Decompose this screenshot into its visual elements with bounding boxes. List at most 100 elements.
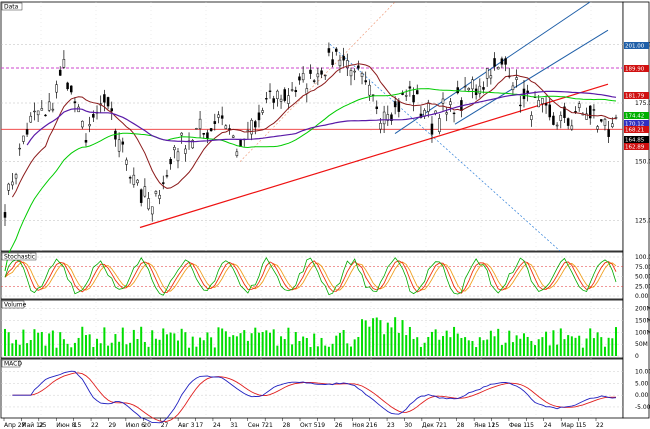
candle-body xyxy=(44,114,47,117)
candle-body xyxy=(261,110,264,113)
candle-body xyxy=(309,69,312,74)
candle-body xyxy=(441,98,445,104)
trendline xyxy=(139,83,609,229)
volume-bar xyxy=(419,346,422,356)
candle-body xyxy=(611,123,614,128)
volume-bar xyxy=(114,334,117,356)
candle-body xyxy=(353,70,356,73)
volume-bar xyxy=(434,329,437,356)
volume-bar xyxy=(511,342,514,356)
volume-bar xyxy=(136,338,139,356)
volume-bar xyxy=(48,333,51,356)
candle-body xyxy=(73,101,77,104)
volume-bar xyxy=(445,330,448,356)
volume-bar xyxy=(302,336,305,356)
candle-body xyxy=(103,94,106,103)
x-tick-label: 15 xyxy=(74,422,82,429)
candle-body xyxy=(287,95,290,104)
price-panel-title: Data xyxy=(4,4,19,11)
volume-bar xyxy=(372,318,375,356)
volume-bar xyxy=(361,319,364,356)
volume-bar xyxy=(331,343,334,356)
volume-bar xyxy=(578,335,581,356)
volume-bar xyxy=(364,320,367,356)
volume-bar xyxy=(107,345,110,356)
x-tick-label: 17 xyxy=(196,422,204,429)
candle-body xyxy=(312,80,316,82)
volume-bar xyxy=(375,317,378,356)
candle-body xyxy=(386,114,390,121)
candle-body xyxy=(364,80,367,83)
x-tick-label: Июл 6 xyxy=(126,422,145,429)
candle-body xyxy=(563,106,566,118)
candle-body xyxy=(51,108,55,111)
candle-body xyxy=(478,85,482,94)
volume-bar xyxy=(430,331,433,356)
volume-bar xyxy=(180,328,183,356)
candle-body xyxy=(272,98,275,103)
volume-bar xyxy=(184,332,187,356)
volume-bar xyxy=(515,335,518,356)
candle-body xyxy=(294,90,298,93)
x-tick-label: 22 xyxy=(91,422,99,429)
stochastic-k-line xyxy=(4,257,617,296)
volume-bar xyxy=(438,339,441,356)
candle-body xyxy=(449,101,452,105)
volume-bar xyxy=(269,332,272,356)
volume-bar xyxy=(390,327,393,356)
volume-bar xyxy=(110,342,113,356)
candle-body xyxy=(29,115,33,123)
price-badge-2 xyxy=(624,92,649,99)
volume-bar xyxy=(357,336,360,356)
candle-body xyxy=(84,139,88,143)
price-badge-5 xyxy=(624,126,649,133)
volume-bar xyxy=(313,333,316,356)
volume-bar xyxy=(103,327,106,356)
volume-bar xyxy=(305,337,308,356)
volume-bar xyxy=(66,343,69,356)
candle-body xyxy=(239,139,242,147)
moving-average-medium-line xyxy=(4,88,617,272)
candle-body xyxy=(485,68,489,79)
volume-bar xyxy=(320,337,323,356)
candle-body xyxy=(566,118,570,126)
candle-body xyxy=(40,108,44,111)
volume-bar xyxy=(239,333,242,356)
macd-signal-line xyxy=(12,372,616,422)
x-tick-label: Апр 27 xyxy=(4,422,26,429)
x-tick-label: 28 xyxy=(283,422,291,429)
candle-body xyxy=(3,212,7,218)
volume-bar xyxy=(471,341,474,356)
x-tick-label: 27 xyxy=(161,422,169,429)
price-badge-1 xyxy=(624,65,649,72)
volume-bar xyxy=(176,340,179,356)
candle-body xyxy=(66,82,69,90)
volume-bar xyxy=(92,346,95,356)
lower-channel-dotted xyxy=(329,44,561,252)
candle-body xyxy=(349,70,353,77)
x-tick-label: Май 12 xyxy=(21,422,43,429)
candle-body xyxy=(526,90,529,94)
macd-tick-label: 5.00 xyxy=(635,380,649,387)
volume-bar xyxy=(254,327,257,356)
volume-tick-label: 100M xyxy=(635,329,650,336)
volume-bar xyxy=(349,346,352,356)
volume-bar xyxy=(615,327,617,356)
candle-body xyxy=(88,124,91,127)
candle-body xyxy=(136,179,139,184)
candle-body xyxy=(537,100,540,108)
candle-body xyxy=(548,104,551,118)
volume-bar xyxy=(526,336,529,356)
volume-bar xyxy=(96,338,99,356)
candle-body xyxy=(173,146,176,151)
volume-bar xyxy=(504,342,507,356)
volume-bar xyxy=(158,339,161,356)
volume-bar xyxy=(287,327,290,356)
candle-body xyxy=(600,119,603,122)
volume-bar xyxy=(489,330,492,356)
candle-body xyxy=(114,130,117,140)
volume-bar xyxy=(353,339,356,356)
stochastic-tick-label: 75.00 xyxy=(635,264,650,271)
macd-title-box xyxy=(1,359,21,368)
volume-bar xyxy=(280,336,283,356)
